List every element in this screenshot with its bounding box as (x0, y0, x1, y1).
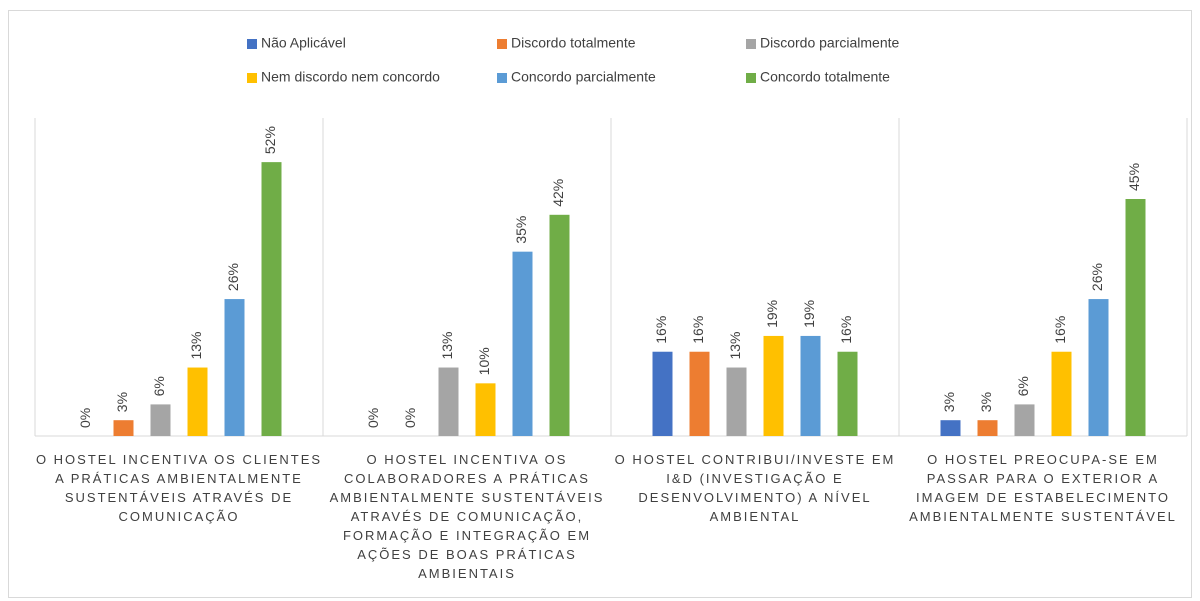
data-label: 0% (402, 408, 418, 428)
bar (763, 335, 784, 436)
data-label: 13% (727, 332, 743, 360)
data-label: 42% (550, 179, 566, 207)
x-tick-label: O HOSTEL INCENTIVA OS CLIENTES A PRÁTICA… (35, 452, 323, 524)
legend-swatch (746, 39, 756, 49)
x-tick-label: O HOSTEL INCENTIVA OS COLABORADORES A PR… (329, 452, 605, 581)
bar (1088, 299, 1109, 436)
data-label: 35% (513, 216, 529, 244)
data-label: 26% (1089, 263, 1105, 291)
bar (977, 420, 998, 436)
legend-swatch (497, 73, 507, 83)
data-label: 19% (764, 300, 780, 328)
bar (224, 299, 245, 436)
legend-label: Discordo parcialmente (760, 35, 899, 51)
data-label: 16% (690, 316, 706, 344)
data-label: 16% (1052, 316, 1068, 344)
legend-label: Concordo totalmente (760, 69, 890, 85)
data-label: 26% (225, 263, 241, 291)
bar (438, 367, 459, 436)
legend-swatch (497, 39, 507, 49)
data-label: 3% (978, 392, 994, 412)
data-label: 13% (439, 332, 455, 360)
bar (549, 214, 570, 436)
x-tick-label: O HOSTEL PREOCUPA-SE EM PASSAR PARA O EX… (909, 452, 1177, 524)
chart-frame (8, 10, 1192, 598)
data-label: 6% (1015, 376, 1031, 396)
bar (113, 420, 134, 436)
bar (652, 351, 673, 436)
bar (512, 251, 533, 436)
bar (800, 335, 821, 436)
bar (940, 420, 961, 436)
bar (726, 367, 747, 436)
data-label: 3% (114, 392, 130, 412)
data-label: 16% (653, 316, 669, 344)
bar (150, 404, 171, 436)
legend-label: Nem discordo nem concordo (261, 69, 440, 85)
legend-swatch (247, 39, 257, 49)
bar (1125, 199, 1146, 436)
bar (837, 351, 858, 436)
data-label: 0% (77, 408, 93, 428)
legend-label: Não Aplicável (261, 35, 346, 51)
data-label: 6% (151, 376, 167, 396)
data-label: 52% (262, 126, 278, 154)
data-label: 19% (801, 300, 817, 328)
data-label: 45% (1126, 163, 1142, 191)
bar (261, 162, 282, 436)
legend-label: Concordo parcialmente (511, 69, 656, 85)
legend-swatch (746, 73, 756, 83)
legend-swatch (247, 73, 257, 83)
data-label: 0% (365, 408, 381, 428)
legend-label: Discordo totalmente (511, 35, 636, 51)
data-label: 10% (476, 347, 492, 375)
bar (1014, 404, 1035, 436)
data-label: 16% (838, 316, 854, 344)
bar (1051, 351, 1072, 436)
bar (689, 351, 710, 436)
data-label: 3% (941, 392, 957, 412)
x-tick-label: O HOSTEL CONTRIBUI/INVESTE EM I&D (INVES… (614, 452, 896, 524)
data-label: 13% (188, 332, 204, 360)
bar (475, 383, 496, 436)
bar (187, 367, 208, 436)
